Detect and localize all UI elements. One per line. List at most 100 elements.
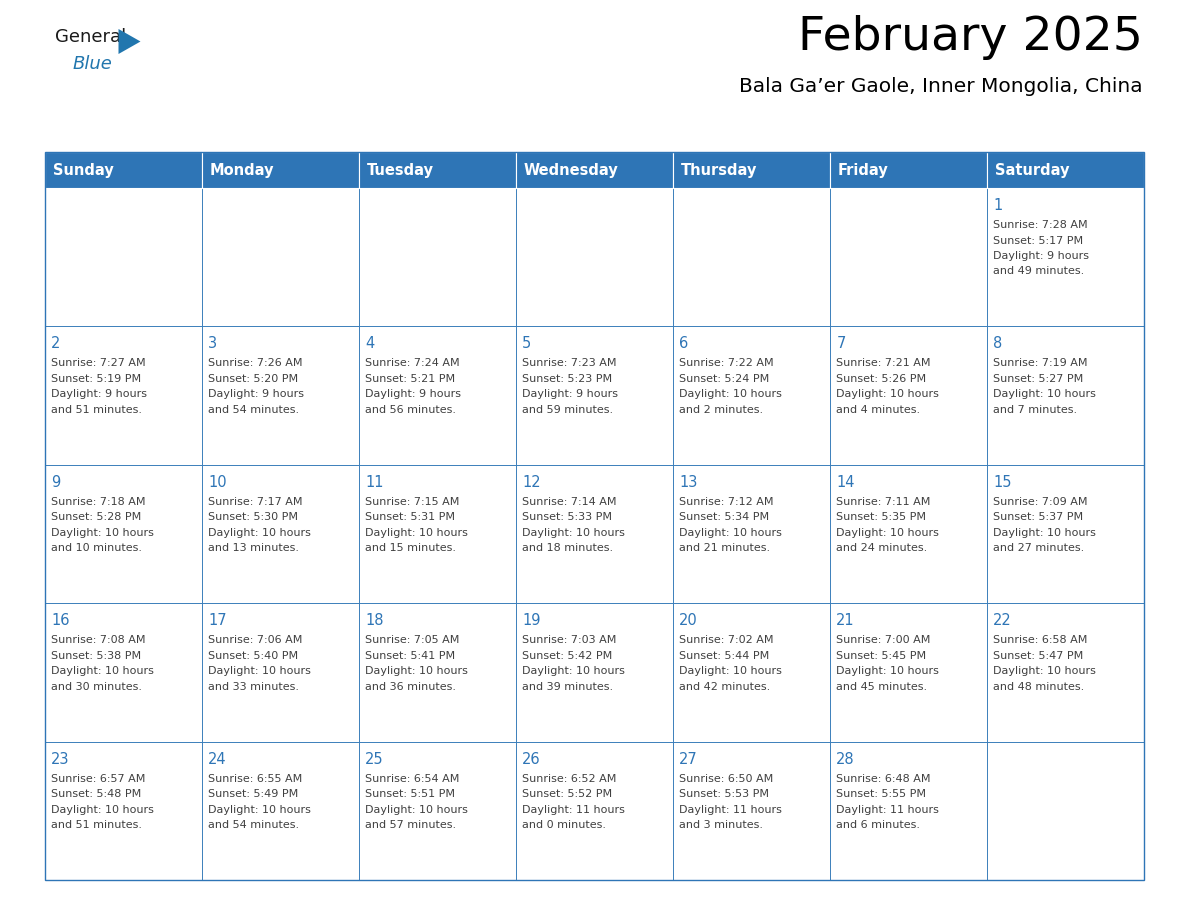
Text: Sunday: Sunday (52, 162, 114, 177)
Text: Wednesday: Wednesday (524, 162, 619, 177)
Text: Sunrise: 7:15 AM: Sunrise: 7:15 AM (365, 497, 460, 507)
Text: Sunset: 5:42 PM: Sunset: 5:42 PM (523, 651, 613, 661)
Text: Daylight: 9 hours: Daylight: 9 hours (993, 251, 1089, 261)
Text: Sunset: 5:17 PM: Sunset: 5:17 PM (993, 236, 1083, 245)
Text: and 4 minutes.: and 4 minutes. (836, 405, 921, 415)
Text: 10: 10 (208, 475, 227, 490)
Text: and 45 minutes.: and 45 minutes. (836, 682, 928, 691)
Text: 24: 24 (208, 752, 227, 767)
Text: and 39 minutes.: and 39 minutes. (523, 682, 613, 691)
Text: Sunrise: 7:09 AM: Sunrise: 7:09 AM (993, 497, 1088, 507)
Text: 15: 15 (993, 475, 1012, 490)
Text: Sunrise: 6:48 AM: Sunrise: 6:48 AM (836, 774, 930, 784)
Bar (672, 742, 830, 880)
Text: Sunset: 5:26 PM: Sunset: 5:26 PM (836, 374, 927, 384)
Text: Daylight: 9 hours: Daylight: 9 hours (365, 389, 461, 399)
Text: Thursday: Thursday (681, 162, 757, 177)
Text: 25: 25 (365, 752, 384, 767)
Bar (516, 152, 672, 188)
Text: Sunset: 5:30 PM: Sunset: 5:30 PM (208, 512, 298, 522)
Text: Sunrise: 6:55 AM: Sunrise: 6:55 AM (208, 774, 303, 784)
Text: Sunrise: 7:17 AM: Sunrise: 7:17 AM (208, 497, 303, 507)
Text: Sunrise: 7:05 AM: Sunrise: 7:05 AM (365, 635, 460, 645)
Text: Daylight: 10 hours: Daylight: 10 hours (208, 666, 311, 677)
Text: Sunset: 5:20 PM: Sunset: 5:20 PM (208, 374, 298, 384)
Text: Sunrise: 6:52 AM: Sunrise: 6:52 AM (523, 774, 617, 784)
Text: Daylight: 10 hours: Daylight: 10 hours (993, 528, 1097, 538)
Text: 19: 19 (523, 613, 541, 628)
Text: Sunrise: 7:14 AM: Sunrise: 7:14 AM (523, 497, 617, 507)
Text: Daylight: 10 hours: Daylight: 10 hours (680, 389, 782, 399)
Text: 18: 18 (365, 613, 384, 628)
Text: and 57 minutes.: and 57 minutes. (365, 820, 456, 830)
Bar (672, 465, 830, 603)
Bar (45, 188, 202, 327)
Text: Sunset: 5:49 PM: Sunset: 5:49 PM (208, 789, 298, 799)
Text: Sunrise: 7:12 AM: Sunrise: 7:12 AM (680, 497, 773, 507)
Bar (830, 465, 987, 603)
Bar (45, 465, 202, 603)
Bar (45, 603, 202, 742)
Text: February 2025: February 2025 (798, 15, 1143, 60)
Text: Sunrise: 7:19 AM: Sunrise: 7:19 AM (993, 358, 1088, 368)
Text: Sunrise: 7:18 AM: Sunrise: 7:18 AM (51, 497, 146, 507)
Text: and 42 minutes.: and 42 minutes. (680, 682, 771, 691)
Bar (987, 603, 1144, 742)
Text: 17: 17 (208, 613, 227, 628)
Bar (516, 742, 672, 880)
Text: and 51 minutes.: and 51 minutes. (51, 405, 143, 415)
Text: and 15 minutes.: and 15 minutes. (365, 543, 456, 554)
Text: Daylight: 9 hours: Daylight: 9 hours (523, 389, 618, 399)
Bar (672, 188, 830, 327)
Text: Sunset: 5:34 PM: Sunset: 5:34 PM (680, 512, 770, 522)
Text: Sunset: 5:51 PM: Sunset: 5:51 PM (365, 789, 455, 799)
Text: and 54 minutes.: and 54 minutes. (208, 405, 299, 415)
Text: Sunrise: 7:28 AM: Sunrise: 7:28 AM (993, 220, 1088, 230)
Bar (45, 152, 202, 188)
Bar (830, 188, 987, 327)
Bar (516, 188, 672, 327)
Text: Sunset: 5:48 PM: Sunset: 5:48 PM (51, 789, 141, 799)
Bar (202, 742, 359, 880)
Text: 11: 11 (365, 475, 384, 490)
Text: Daylight: 10 hours: Daylight: 10 hours (836, 528, 940, 538)
Text: Daylight: 10 hours: Daylight: 10 hours (680, 528, 782, 538)
Text: Daylight: 10 hours: Daylight: 10 hours (51, 804, 154, 814)
Text: 20: 20 (680, 613, 699, 628)
Text: Daylight: 10 hours: Daylight: 10 hours (836, 389, 940, 399)
Text: 4: 4 (365, 336, 374, 352)
Text: and 51 minutes.: and 51 minutes. (51, 820, 143, 830)
Text: 9: 9 (51, 475, 61, 490)
Text: and 7 minutes.: and 7 minutes. (993, 405, 1078, 415)
Text: 5: 5 (523, 336, 531, 352)
Text: Friday: Friday (838, 162, 889, 177)
Text: Blue: Blue (72, 55, 113, 73)
Text: Sunset: 5:27 PM: Sunset: 5:27 PM (993, 374, 1083, 384)
Text: and 54 minutes.: and 54 minutes. (208, 820, 299, 830)
Text: Sunset: 5:24 PM: Sunset: 5:24 PM (680, 374, 770, 384)
Text: Daylight: 10 hours: Daylight: 10 hours (208, 528, 311, 538)
Text: Sunrise: 7:02 AM: Sunrise: 7:02 AM (680, 635, 773, 645)
Text: 7: 7 (836, 336, 846, 352)
Bar (202, 603, 359, 742)
Text: 14: 14 (836, 475, 855, 490)
Bar (987, 742, 1144, 880)
Text: 13: 13 (680, 475, 697, 490)
Text: 2: 2 (51, 336, 61, 352)
Bar (516, 603, 672, 742)
Text: Sunset: 5:52 PM: Sunset: 5:52 PM (523, 789, 612, 799)
Text: Sunset: 5:19 PM: Sunset: 5:19 PM (51, 374, 141, 384)
Text: Daylight: 9 hours: Daylight: 9 hours (51, 389, 147, 399)
Text: Sunrise: 7:27 AM: Sunrise: 7:27 AM (51, 358, 146, 368)
Bar (359, 152, 516, 188)
Text: Daylight: 10 hours: Daylight: 10 hours (51, 528, 154, 538)
Bar (516, 327, 672, 465)
Text: and 18 minutes.: and 18 minutes. (523, 543, 613, 554)
Text: Tuesday: Tuesday (367, 162, 434, 177)
Text: Sunrise: 6:57 AM: Sunrise: 6:57 AM (51, 774, 146, 784)
Text: and 6 minutes.: and 6 minutes. (836, 820, 921, 830)
Text: and 48 minutes.: and 48 minutes. (993, 682, 1085, 691)
Text: Daylight: 10 hours: Daylight: 10 hours (365, 528, 468, 538)
Text: 26: 26 (523, 752, 541, 767)
Text: Sunset: 5:55 PM: Sunset: 5:55 PM (836, 789, 927, 799)
